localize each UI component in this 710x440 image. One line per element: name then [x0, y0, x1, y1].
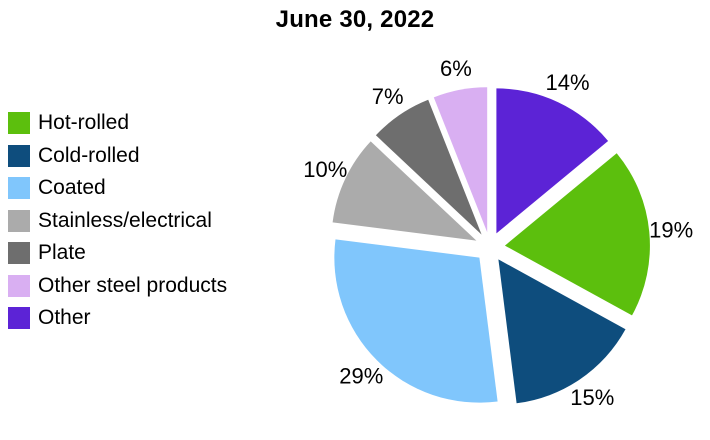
legend-item: Stainless/electrical: [8, 208, 227, 232]
slice-label: 19%: [649, 218, 693, 243]
legend: Hot-rolled Cold-rolled Coated Stainless/ele…: [8, 112, 227, 329]
legend-item: Other steel products: [8, 273, 228, 297]
legend-label: Other: [38, 306, 91, 329]
legend-label: Stainless/electrical: [38, 208, 212, 232]
slice-label: 29%: [339, 363, 383, 388]
legend-item: Cold-rolled: [8, 143, 227, 167]
legend-label: Coated: [38, 176, 106, 199]
legend-item: Plate: [8, 242, 227, 264]
slice-label: 15%: [570, 385, 614, 410]
legend-swatch: [8, 307, 30, 329]
legend-label: Plate: [38, 241, 86, 264]
pie-slice-cold-rolled: [498, 259, 626, 404]
legend-swatch: [8, 242, 30, 264]
pie-slice-plate: [375, 99, 482, 235]
pie-slice-stainless-electrical: [332, 141, 477, 241]
legend-item: Other: [8, 307, 227, 329]
legend-swatch: [8, 274, 30, 297]
legend-swatch: [8, 112, 30, 134]
slice-label: 6%: [440, 56, 472, 81]
slice-label: 7%: [372, 84, 404, 109]
legend-item: Coated: [8, 177, 227, 199]
legend-swatch: [8, 177, 30, 199]
legend-label: Other steel products: [38, 273, 228, 297]
pie-slice-other-steel-products: [433, 87, 488, 233]
legend-label: Cold-rolled: [38, 143, 140, 167]
pie-slice-coated: [334, 239, 498, 403]
pie-slice-hot-rolled: [504, 153, 650, 316]
slice-label: 10%: [303, 157, 347, 182]
legend-swatch: [8, 209, 30, 232]
legend-swatch: [8, 144, 30, 167]
pie-slice-other: [496, 88, 609, 234]
legend-item: Hot-rolled: [8, 112, 227, 134]
slice-label: 14%: [545, 70, 589, 95]
chart-title: June 30, 2022: [275, 6, 435, 33]
legend-label: Hot-rolled: [38, 111, 130, 134]
